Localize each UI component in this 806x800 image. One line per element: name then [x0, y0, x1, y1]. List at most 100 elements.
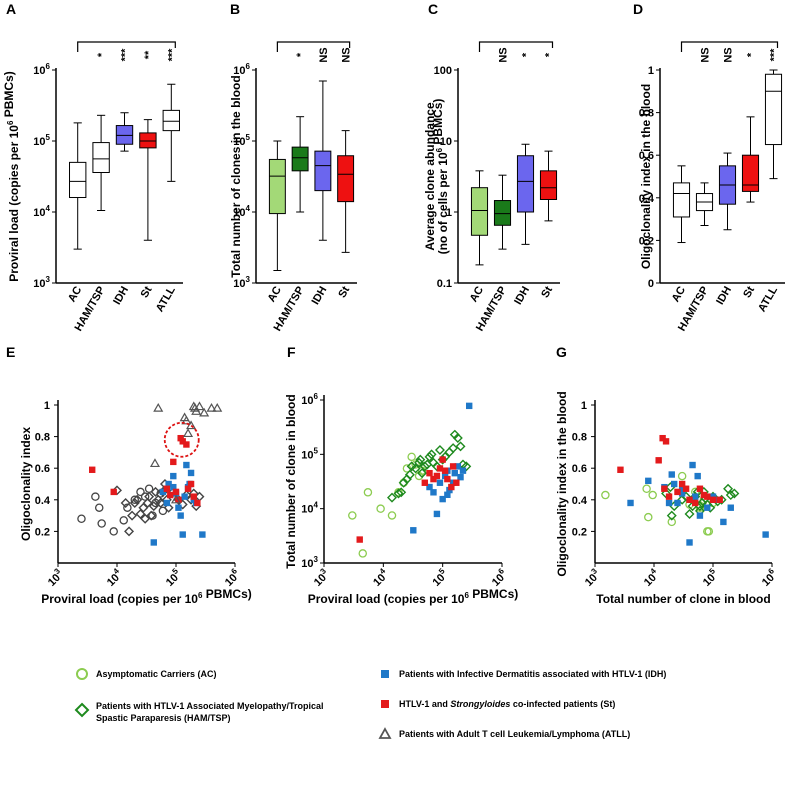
box-AC [672, 182, 691, 218]
legend-label: Patients with Infective Dermatitis assoc… [399, 669, 666, 679]
x-tick-label-F: 104 [369, 566, 392, 589]
point-HAM-TSP [124, 526, 135, 537]
x-tick-label-G: 106 [758, 566, 781, 589]
point-AC [363, 488, 373, 497]
category-label: IDH [111, 284, 131, 306]
significance-marker: *** [166, 48, 178, 62]
point-IDH [671, 480, 678, 488]
point-HAM-TSP [452, 432, 463, 443]
label-part: Total number of clone in blood [284, 394, 298, 568]
point-IDH [678, 490, 686, 497]
category-label: AC [66, 284, 84, 304]
point-St [194, 499, 201, 507]
category-label: AC [468, 284, 486, 304]
point-IDH [426, 483, 433, 491]
category-label: ATLL [756, 284, 780, 314]
point-St [430, 475, 437, 483]
point-HAM-TSP [398, 477, 409, 488]
point-IDH [150, 539, 157, 546]
point-HAM-TSP [424, 451, 435, 462]
y-tick-label-B-exponent: 6 [246, 62, 251, 71]
y-tick-label-B-exponent: 3 [246, 275, 251, 284]
point-ATLL [212, 402, 223, 412]
y-tick-label-B: 106 [233, 62, 250, 77]
box-ATLL [764, 73, 783, 146]
category-label: St [336, 284, 352, 300]
significance-marker: * [544, 52, 556, 57]
y-axis-label-F: Total number of clone in blood [284, 394, 298, 568]
point-St [444, 475, 451, 483]
category-label: AC [670, 284, 688, 304]
label-part: PBMCs) [2, 71, 16, 120]
label-part: 6 [435, 147, 444, 152]
box-AC [268, 158, 286, 215]
significance-marker: *** [769, 48, 781, 62]
y-tick-label-F-exponent: 6 [314, 392, 319, 401]
point-IDH [433, 510, 441, 518]
label-part: Oligoclonality index [19, 427, 33, 541]
point-IDH [183, 461, 190, 469]
label-part: Proviral load (copies per 10 [7, 125, 21, 282]
point-St [453, 479, 460, 486]
point-AC [376, 504, 385, 513]
point-St [441, 467, 449, 474]
point-HAM-TSP [140, 513, 151, 524]
point-HAM-TSP [404, 469, 415, 480]
point-AC [667, 517, 677, 527]
point-IDH [696, 512, 704, 519]
point-St [179, 438, 186, 445]
point-HAM-TSP [455, 441, 466, 452]
box-HAM/TSP [92, 142, 110, 174]
y-tick-label-A: 106 [33, 62, 50, 77]
point-HAM-TSP [148, 501, 159, 512]
point-St [709, 496, 717, 503]
point-IDH [727, 504, 734, 511]
y-tick-label-F-exponent: 4 [314, 501, 319, 510]
y-axis-label-A: Proviral load (copies per 106 PBMCs) [2, 71, 21, 282]
significance-marker: NS [700, 47, 712, 62]
label-part: Total number of clones in the blood [229, 75, 243, 277]
point-AC [123, 503, 132, 512]
significance-marker: * [746, 52, 758, 57]
x-tick-exponent: 3 [318, 566, 328, 576]
y-tick-label-A-exponent: 3 [46, 275, 51, 284]
label-part: Total number of clone in blood [596, 592, 770, 606]
point-AC [644, 512, 653, 522]
y-tick-label-G: 0.2 [572, 526, 587, 538]
point-AC [77, 514, 86, 524]
y-tick-label-F: 104 [301, 501, 318, 516]
y-axis-label-E: Oligoclonality index [19, 427, 33, 541]
y-tick-label-F: 103 [301, 555, 318, 570]
point-AC [407, 452, 416, 462]
significance-marker: * [521, 52, 533, 57]
point-HAM-TSP [410, 463, 421, 474]
box-St [337, 155, 355, 203]
x-tick-label-G: 103 [581, 566, 604, 589]
point-ATLL [194, 401, 205, 411]
point-St [163, 485, 171, 492]
point-IDH [627, 499, 634, 507]
y-tick-label-G: 1 [581, 400, 587, 412]
comparison-bracket [478, 41, 554, 52]
panel-label-B: B [230, 1, 240, 17]
point-HAM-TSP [155, 497, 166, 508]
x-tick-exponent: 6 [229, 566, 239, 576]
point-IDH [177, 512, 184, 519]
point-HAM-TSP [393, 488, 404, 499]
point-AC [387, 511, 397, 520]
point-ATLL [153, 402, 164, 412]
point-IDH [457, 473, 464, 481]
x-tick-exponent: 3 [52, 566, 62, 576]
legend-symbol-St [381, 700, 389, 708]
point-IDH [170, 483, 177, 491]
point-IDH [179, 531, 186, 538]
point-AC [358, 549, 368, 558]
y-tick-label-D: 1 [648, 65, 654, 77]
point-IDH [665, 499, 673, 507]
legend-label: Patients with HTLV-1 Associated Myelopat… [96, 701, 324, 723]
point-St [356, 536, 363, 543]
point-IDH [674, 499, 681, 507]
category-label: St [539, 284, 555, 300]
point-AC [130, 495, 140, 505]
point-HAM-TSP [723, 483, 734, 494]
